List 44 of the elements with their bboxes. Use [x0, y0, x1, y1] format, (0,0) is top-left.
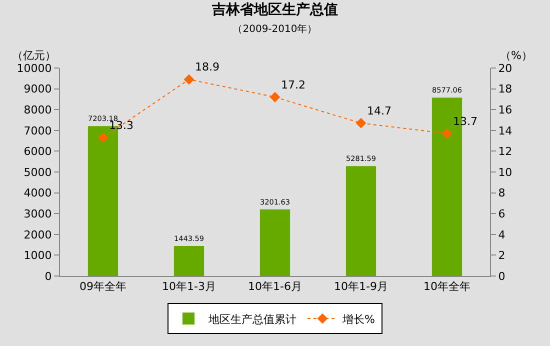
data-label: 14.7 — [367, 104, 392, 118]
y2-axis-title: （%） — [500, 49, 532, 62]
y2-tick-label: 14 — [498, 124, 512, 138]
y-tick-label: 2000 — [24, 228, 52, 242]
y-axis-title: （亿元） — [12, 49, 56, 62]
point — [356, 118, 366, 128]
y-tick-label: 8000 — [24, 103, 52, 116]
x-tick-label: 09年全年 — [80, 280, 126, 294]
y2-tick-label: 18 — [498, 82, 512, 96]
y-tick-label: 0 — [44, 270, 52, 283]
y-tick-label: 3000 — [24, 207, 52, 220]
legend-label: 地区生产总值累计 — [208, 312, 296, 326]
x-tick-label: 10年1-9月 — [334, 280, 388, 294]
bar — [174, 246, 204, 276]
y2-tick-label: 2 — [498, 249, 506, 262]
y-tick-label: 4000 — [24, 186, 52, 200]
x-tick-label: 10年1-3月 — [162, 280, 216, 294]
y2-tick-label: 10 — [498, 166, 512, 179]
y-tick-label: 9000 — [24, 82, 52, 96]
y2-tick-label: 8 — [498, 186, 506, 200]
x-tick-label: 10年1-6月 — [248, 280, 302, 294]
y2-tick-label: 6 — [498, 207, 506, 220]
bar — [346, 166, 376, 276]
point — [442, 128, 452, 139]
y2-tick-label: 12 — [498, 145, 512, 158]
y-tick-label: 6000 — [24, 145, 52, 158]
y-tick-label: 1000 — [24, 249, 52, 262]
y2-tick-label: 4 — [498, 228, 506, 242]
y2-tick-label: 20 — [498, 62, 512, 75]
y2-tick-label: 16 — [498, 103, 512, 116]
legend-label: 增长% — [342, 312, 375, 326]
y-tick-label: 5000 — [24, 166, 52, 179]
point — [98, 132, 108, 143]
point — [270, 92, 280, 102]
x-tick-label: 10年全年 — [424, 280, 470, 294]
data-label: 17.2 — [281, 78, 306, 92]
chart-title: 吉林省地区生产总值 — [211, 0, 338, 18]
bar — [260, 209, 290, 276]
chart-subtitle: （2009-2010年） — [232, 23, 318, 36]
y-tick-label: 7000 — [24, 124, 52, 138]
y2-tick-label: 0 — [498, 270, 506, 283]
data-label: 18.9 — [195, 60, 220, 74]
point — [184, 74, 194, 85]
y-tick-label: 10000 — [16, 62, 52, 75]
